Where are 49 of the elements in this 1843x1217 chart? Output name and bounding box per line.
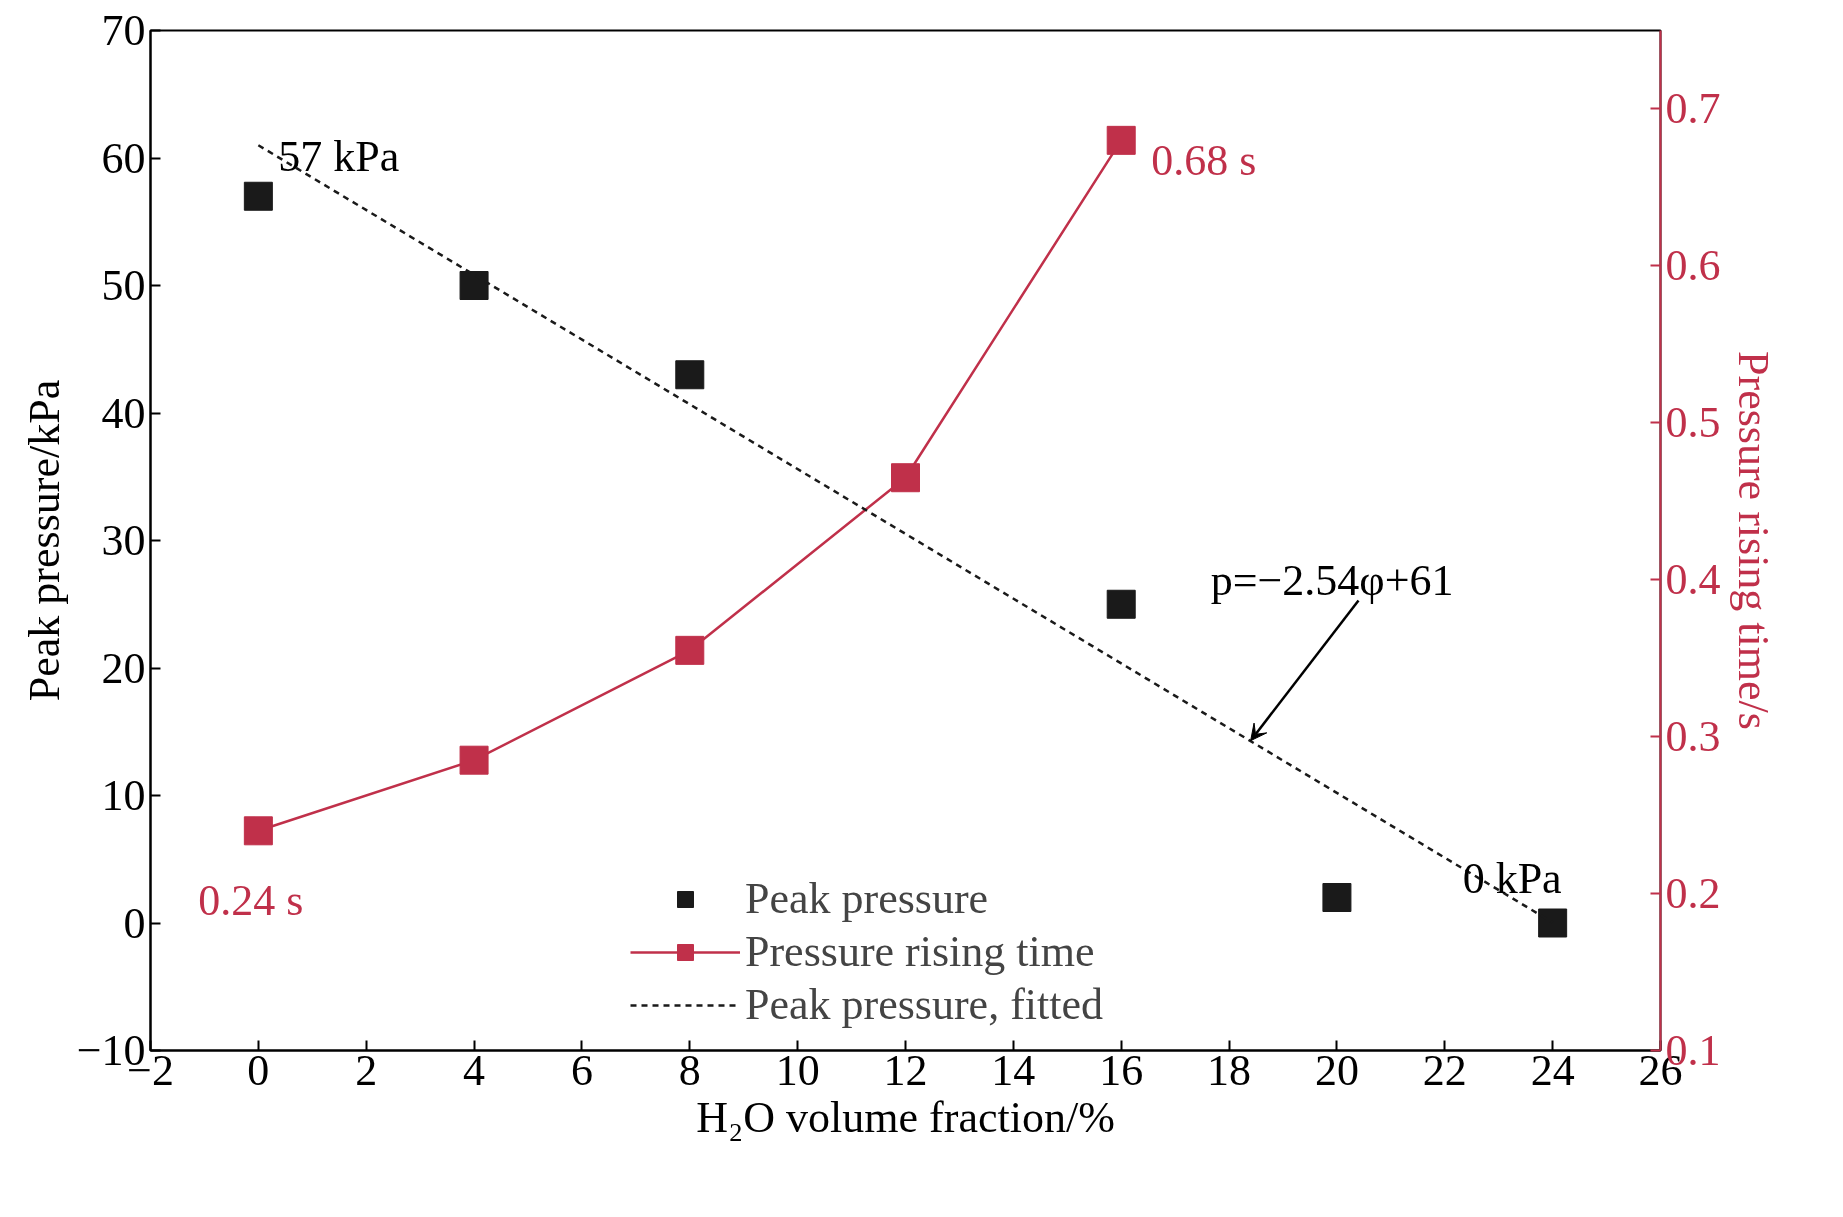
y2-tick-label: 0.3 [1665,712,1721,762]
annotation: 57 kPa [278,131,400,181]
x-tick-label: 18 [1207,1045,1252,1095]
y-tick-label: 70 [101,6,146,55]
legend-label: Peak pressure, fitted [745,979,1103,1030]
x-tick-label: 24 [1530,1045,1575,1095]
x-tick-label: 20 [1314,1045,1359,1095]
x-tick-label: 22 [1422,1045,1467,1095]
y-tick-label: 0 [123,898,146,948]
y2-tick-label: 0.2 [1665,869,1721,919]
y2-tick-label: 0.4 [1665,555,1721,605]
x-tick-label: 4 [463,1045,486,1095]
y2-tick-label: 0.7 [1665,84,1721,134]
y-tick-label: 10 [101,771,146,820]
point [675,360,705,390]
y-axis-title: Peak pressure/kPa [19,379,69,702]
annotation: p=−2.54φ+61 [1210,556,1454,606]
point [243,181,273,211]
y2-axis-title: Pressure rising time/s [1728,351,1778,730]
y-tick-label: 20 [101,643,146,693]
x-tick-label: 0 [247,1045,270,1095]
y-tick-label: 40 [101,388,146,438]
point [675,635,705,665]
point [459,271,489,300]
x-tick-label: 14 [991,1045,1036,1095]
annotation: 0.68 s [1151,135,1257,185]
annotation: 0.24 s [198,876,304,926]
legend-label: Peak pressure [745,873,989,924]
x-tick-label: 16 [1099,1045,1144,1095]
point [1106,125,1136,155]
y-tick-label: 30 [101,516,146,565]
x-tick-label: 8 [678,1045,701,1095]
point [891,463,920,493]
y-tick-label: 50 [101,261,146,310]
x-tick-label: 10 [775,1045,820,1095]
y2-tick-label: 0.5 [1665,398,1721,448]
x-axis-title: H₂O volume fraction/% [696,1092,1115,1142]
y2-tick-label: 0.6 [1665,241,1721,291]
point [1538,908,1568,938]
point [1106,589,1136,619]
point [1322,883,1352,912]
point [459,745,489,775]
x-tick-label: 2 [355,1045,378,1095]
legend-label: Pressure rising time [745,926,1095,977]
y-tick-label: 60 [101,133,146,183]
x-tick-label: 12 [883,1045,928,1095]
x-tick-label: 6 [570,1045,593,1095]
annotation: 0 kPa [1462,853,1562,903]
point [243,816,273,846]
